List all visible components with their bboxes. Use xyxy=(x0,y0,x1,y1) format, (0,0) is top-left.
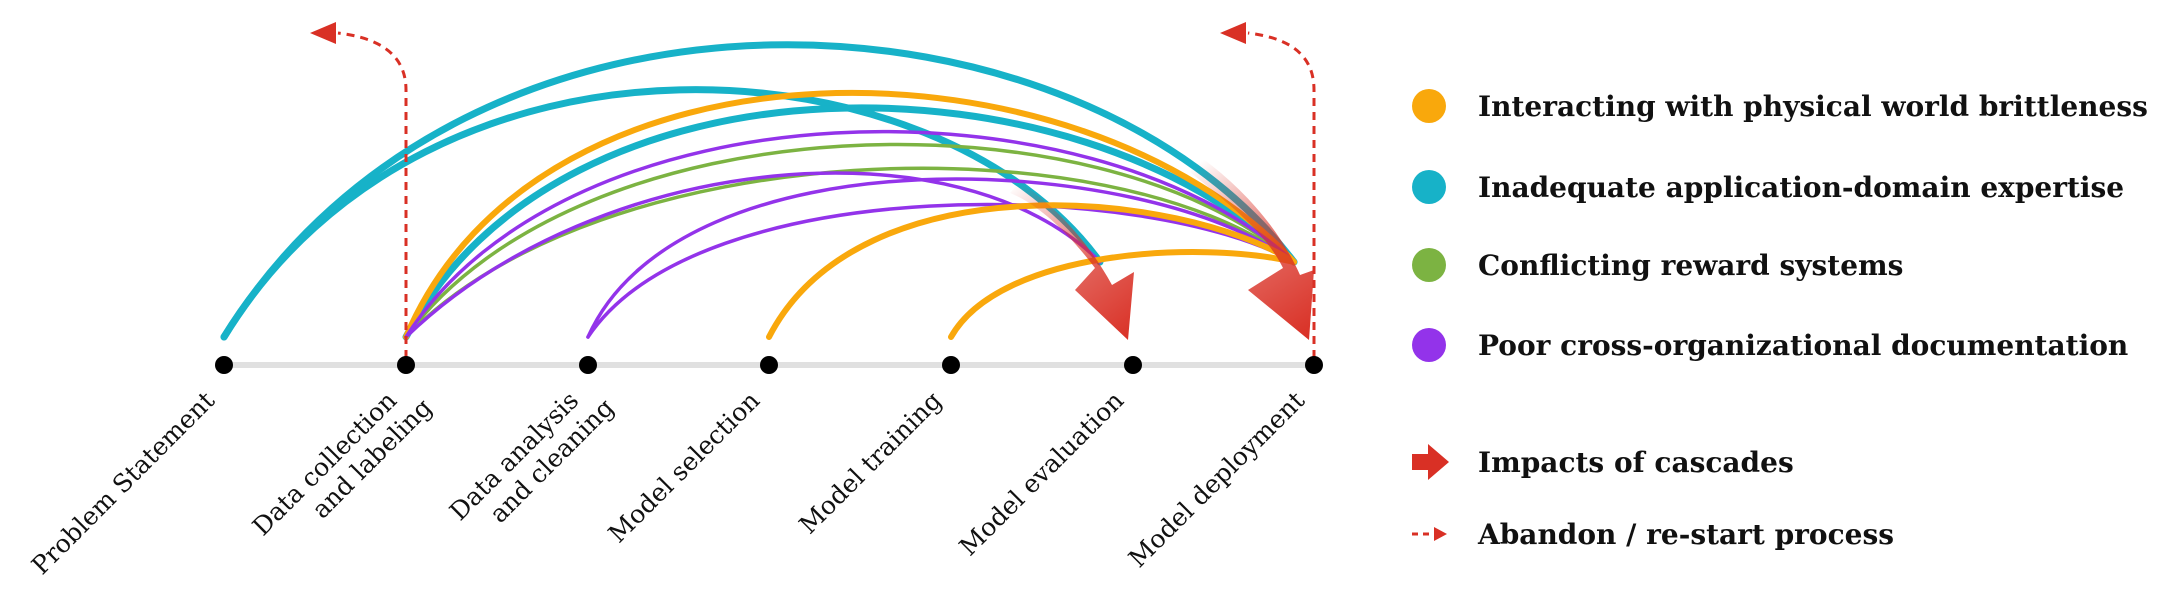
cascade-arc-documentation xyxy=(586,202,1296,339)
stage-label-1: Data collectionand labeling xyxy=(247,372,438,563)
stage-node-6 xyxy=(1305,356,1323,374)
abandon-line xyxy=(337,31,408,358)
legend-label-reward: Conflicting reward systems xyxy=(1478,249,1903,282)
cascade-arc-documentation xyxy=(586,177,1296,339)
legend-item-reward: Conflicting reward systems xyxy=(1412,248,1903,282)
legend-item-abandon: Abandon / re-start process xyxy=(1412,518,1894,551)
cascade-arc-expertise xyxy=(402,104,1298,341)
red-arrow-icon xyxy=(1412,444,1449,480)
abandon-markers xyxy=(310,22,1316,358)
legend-item-documentation: Poor cross-organizational documentation xyxy=(1412,328,2128,362)
cascade-arc-expertise xyxy=(220,41,1298,341)
legend-label-physical: Interacting with physical world brittlen… xyxy=(1478,90,2148,123)
cascade-arc-documentation xyxy=(404,130,1296,339)
stage-node-2 xyxy=(579,356,597,374)
stage-node-4 xyxy=(942,356,960,374)
stage-node-3 xyxy=(760,356,778,374)
stage-nodes xyxy=(215,356,1323,374)
cascade-arc-physical xyxy=(948,249,1297,340)
legend-label-abandon: Abandon / re-start process xyxy=(1477,518,1894,551)
cascade-arc-physical xyxy=(403,90,1297,340)
stage-node-1 xyxy=(397,356,415,374)
dashed-return-arrow-icon xyxy=(310,22,408,358)
legend-label-impact: Impacts of cascades xyxy=(1478,446,1794,479)
stage-label-line: Model evaluation xyxy=(954,386,1130,562)
stage-label-5: Model evaluation xyxy=(954,386,1130,562)
cascade-arcs xyxy=(220,41,1298,341)
stage-node-5 xyxy=(1124,356,1142,374)
cascade-arc-documentation xyxy=(404,171,1102,339)
stage-label-line: Model selection xyxy=(603,386,766,549)
stage-label-2: Data analysisand cleaning xyxy=(444,372,620,548)
legend-swatch-documentation xyxy=(1412,328,1446,362)
stage-labels: Problem Statement Data collectionand labe… xyxy=(26,372,1310,580)
stage-label-line: Model training xyxy=(793,386,947,540)
cascade-arc-reward xyxy=(404,142,1296,339)
legend-swatch-reward xyxy=(1412,248,1446,282)
cascade-arc-physical xyxy=(766,202,1297,340)
stage-label-line: Problem Statement xyxy=(26,386,220,580)
legend-swatch-physical xyxy=(1412,89,1446,123)
abandon-arrow-head xyxy=(1220,22,1246,44)
abandon-line xyxy=(1247,31,1316,358)
legend-item-expertise: Inadequate application-domain expertise xyxy=(1412,170,2124,204)
stage-label-0: Problem Statement xyxy=(26,386,220,580)
stage-label-line: Model deployment xyxy=(1123,386,1310,573)
dashed-return-arrow-icon xyxy=(1220,22,1316,358)
legend-label-expertise: Inadequate application-domain expertise xyxy=(1478,171,2124,204)
stage-label-4: Model training xyxy=(793,386,947,540)
red-arrow-icon xyxy=(1010,182,1134,340)
red-arrow-icon xyxy=(1190,158,1314,340)
stage-label-3: Model selection xyxy=(603,386,766,549)
legend-item-physical: Interacting with physical world brittlen… xyxy=(1412,89,2148,123)
legend-label-documentation: Poor cross-organizational documentation xyxy=(1478,329,2128,362)
legend-item-impact: Impacts of cascades xyxy=(1412,444,1794,480)
cascade-arc-expertise xyxy=(220,86,1104,341)
dashed-arrow-head-icon xyxy=(1434,527,1447,541)
legend: Interacting with physical world brittlen… xyxy=(1412,89,2148,551)
stage-node-0 xyxy=(215,356,233,374)
abandon-arrow-head xyxy=(310,22,336,44)
legend-swatch-expertise xyxy=(1412,170,1446,204)
stage-label-6: Model deployment xyxy=(1123,386,1310,573)
cascade-impacts xyxy=(1010,158,1314,340)
